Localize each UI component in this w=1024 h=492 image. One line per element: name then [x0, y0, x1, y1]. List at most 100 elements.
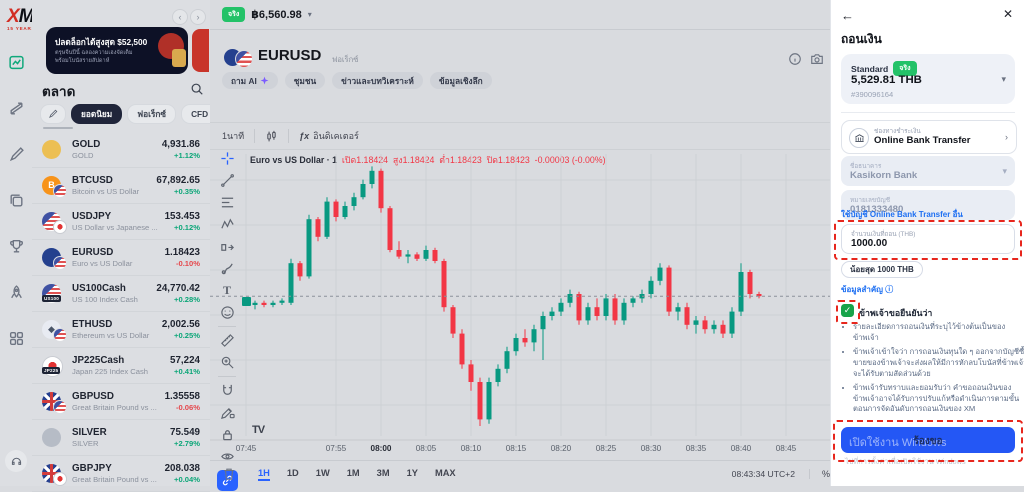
min-amount-chip[interactable]: น้อยสุด 1000 THB: [841, 261, 923, 278]
instrument-symbol: GBPUSD: [72, 391, 114, 402]
payment-method-label: ช่องทางชำระเงิน: [874, 128, 921, 135]
time-axis-label: 08:05: [416, 444, 437, 453]
tradingview-logo[interactable]: TV: [252, 424, 265, 436]
list-item[interactable]: SILVER SILVER 75.549 +2.79%: [32, 420, 210, 456]
info-icon[interactable]: [788, 52, 802, 66]
emoji-tool-icon[interactable]: [219, 304, 236, 321]
price-chart[interactable]: 07:45 07:55 08:00 08:05 08:10 08:15 08:20 08:25…: [210, 140, 830, 456]
edit-watchlist-button[interactable]: [40, 104, 66, 124]
indicators-button[interactable]: ƒx อินดิเคเตอร์: [299, 131, 359, 141]
instrument-icon: [42, 462, 72, 486]
confirm-checkbox[interactable]: ✓: [841, 304, 854, 317]
amount-label: จำนวนเงินที่ถอน (THB): [851, 231, 916, 238]
hide-drawings-eye-icon[interactable]: [219, 448, 236, 465]
markets-icon[interactable]: [8, 54, 25, 71]
list-item[interactable]: ◆ ETHUSD Ethereum vs US Dollar 2,002.56 +0.2…: [32, 312, 210, 348]
carousel-prev-icon[interactable]: ‹: [172, 9, 188, 25]
signals-icon[interactable]: [8, 146, 25, 163]
trade-icon[interactable]: [8, 100, 25, 117]
amount-value: 1000.00: [851, 238, 888, 249]
pattern-tool-icon[interactable]: [219, 216, 236, 233]
account-selector[interactable]: Standard จริง 5,529.81 THB #390096164 ▾: [841, 54, 1015, 104]
tab-ยอดนิยม[interactable]: ยอดนิยม: [71, 104, 123, 124]
list-item[interactable]: JP225 JP225Cash Japan 225 Index Cash 57,224…: [32, 348, 210, 384]
camera-snapshot-icon[interactable]: [810, 52, 824, 66]
chart-tab-ข่าวและบทวิเคราะห์[interactable]: ข่าวและบทวิเคราะห์: [332, 72, 423, 89]
lock-tool-icon[interactable]: [219, 426, 236, 443]
instrument-symbol: US100Cash: [72, 283, 126, 294]
timeframe-1W[interactable]: 1W: [315, 467, 330, 478]
list-item[interactable]: GBPJPY Great Britain Pound vs ... 208.038 +…: [32, 456, 210, 492]
apps-grid-icon[interactable]: [8, 330, 25, 347]
chart-tab-ask-ai[interactable]: ถาม AI: [222, 72, 278, 89]
list-item[interactable]: USDJPY US Dollar vs Japanese ... 153.453 +0…: [32, 204, 210, 240]
bank-icon: [849, 128, 869, 148]
trend-line-tool-icon[interactable]: [219, 172, 236, 189]
promo-subtitle: ตรุษจีนปีนี้ ฉลองความเฮงจัดเต็ม พร้อมโบนั…: [55, 50, 133, 65]
tab-CFD ขอ[interactable]: CFD ขอ: [181, 104, 210, 124]
instrument-change: +0.35%: [174, 187, 200, 196]
timeframe-1M[interactable]: 1M: [346, 467, 360, 478]
market-sidebar: ‹ › ปลดล็อกได้สูงสุด $52,500 ตรุษจีนปีนี…: [32, 0, 211, 492]
back-arrow-icon[interactable]: ←: [841, 8, 854, 23]
timeframe-MAX[interactable]: MAX: [434, 467, 456, 478]
crosshair-tool-icon[interactable]: [219, 150, 236, 167]
close-icon[interactable]: ✕: [1003, 7, 1014, 21]
forecast-tool-icon[interactable]: [219, 238, 236, 255]
trash-icon[interactable]: [222, 467, 236, 481]
account-live-badge: จริง: [893, 61, 917, 76]
instrument-symbol: ETHUSD: [72, 319, 113, 330]
symbol-title: EURUSD: [258, 47, 322, 64]
carousel-next-icon[interactable]: ›: [190, 9, 206, 25]
measure-tool-icon[interactable]: [219, 332, 236, 349]
chart-tab-ข้อมูลเชิงลึก[interactable]: ข้อมูลเชิงลึก: [429, 72, 492, 89]
important-info-link[interactable]: ข้อมูลสำคัญ ⓘ: [841, 285, 894, 294]
account-balance-bar[interactable]: จริง ฿6,560.98 ▾: [210, 0, 830, 30]
chart-clock[interactable]: 08:43:34 UTC+2: [731, 469, 795, 479]
list-item[interactable]: US100 US100Cash US 100 Index Cash 24,770.42…: [32, 276, 210, 312]
sparkle-icon: [260, 76, 269, 85]
chart-legend: Euro vs US Dollar · 1 เปิด1.18424 สูง1.1…: [250, 155, 606, 165]
time-axis-label: 07:55: [326, 444, 347, 453]
percent-scale-toggle[interactable]: %: [808, 469, 830, 479]
competitions-icon[interactable]: [8, 238, 25, 255]
amount-input[interactable]: จำนวนเงินที่ถอน (THB) 1000.00: [841, 224, 1015, 254]
brush-tool-icon[interactable]: [219, 260, 236, 277]
instrument-price: 4,931.86: [161, 139, 200, 150]
chart-tab-ชุมชน[interactable]: ชุมชน: [284, 72, 326, 89]
lock-drawings-tool-icon[interactable]: [219, 404, 236, 421]
fib-tool-icon[interactable]: [219, 194, 236, 211]
list-item[interactable]: GOLD GOLD 4,931.86 +1.12%: [32, 132, 210, 168]
timeframe-1D[interactable]: 1D: [286, 467, 299, 478]
zoom-in-tool-icon[interactable]: [219, 354, 236, 371]
payment-method-selector[interactable]: ช่องทางชำระเงิน Online Bank Transfer ›: [841, 120, 1017, 154]
interval-selector[interactable]: 1นาที: [222, 131, 245, 141]
windows-watermark-line2: ไปที่การตั้งค่าเพื่อเปิดใช้งาน Windows: [845, 457, 966, 466]
time-axis-label: 08:40: [731, 444, 752, 453]
instrument-symbol: JP225Cash: [72, 355, 125, 366]
promo-banner-next-peek[interactable]: [192, 29, 209, 72]
instrument-price: 1.18423: [164, 247, 200, 258]
magnet-tool-icon[interactable]: [219, 382, 236, 399]
tabs-scrollbar[interactable]: [43, 127, 73, 129]
support-headset-icon[interactable]: [5, 450, 27, 472]
copy-trading-icon[interactable]: [8, 192, 25, 209]
instrument-description: Ethereum vs US Dollar: [72, 331, 150, 340]
promo-banner[interactable]: ปลดล็อกได้สูงสุด $52,500 ตรุษจีนปีนี้ ฉล…: [46, 27, 188, 74]
tab-ฟอเร็กซ์[interactable]: ฟอเร็กซ์: [127, 104, 177, 124]
use-other-account-link[interactable]: ใช้บัญชี Online Bank Transfer อื่น: [841, 210, 963, 219]
text-tool-icon[interactable]: T: [222, 283, 231, 297]
list-item[interactable]: EURUSD Euro vs US Dollar 1.18423 -0.10%: [32, 240, 210, 276]
boost-icon[interactable]: [8, 284, 25, 301]
time-axis-label: 08:15: [506, 444, 527, 453]
timeframe-3M[interactable]: 3M: [376, 467, 390, 478]
timeframe-1Y[interactable]: 1Y: [406, 467, 418, 478]
list-item[interactable]: B BTCUSD Bitcoin vs US Dollar 67,892.65 +0.3…: [32, 168, 210, 204]
chart-type-candles-icon[interactable]: [263, 130, 280, 143]
timeframe-1H[interactable]: 1H: [258, 468, 270, 481]
instrument-change: +1.12%: [174, 151, 200, 160]
instrument-icon: US100: [42, 282, 72, 306]
search-icon[interactable]: [190, 82, 204, 96]
list-item[interactable]: GBPUSD Great Britain Pound vs ... 1.35558-…: [32, 384, 210, 420]
request-withdraw-button[interactable]: เปิดใช้งาน Windows ร้องขอ: [841, 427, 1015, 453]
